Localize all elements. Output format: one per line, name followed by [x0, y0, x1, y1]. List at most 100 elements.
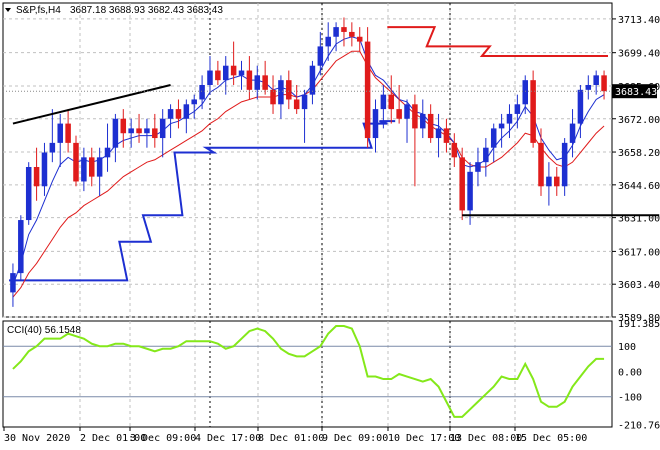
candle-bull [569, 123, 576, 143]
candle-bear [459, 157, 465, 211]
candle-bear [230, 65, 237, 76]
candle-bear [136, 128, 142, 134]
chart-ohlc: 3687.18 3688.93 3682.43 3683.43 [70, 5, 223, 16]
candle-bear [451, 142, 458, 158]
cci-tick-label: -100 [618, 393, 642, 404]
candle-bear [152, 128, 158, 139]
price-tick-label: 3672.00 [618, 115, 660, 126]
candle-bull [191, 99, 197, 105]
candle-bull [41, 152, 48, 187]
candle-bull [57, 123, 63, 143]
candle-bear [293, 99, 300, 110]
time-tick-label: 15 Dec 05:00 [515, 433, 587, 444]
candle-bull [317, 46, 324, 66]
candle-bull [380, 94, 387, 110]
ma-fast-line [12, 36, 605, 286]
candle-bear [286, 80, 292, 100]
candle-bear [412, 104, 418, 129]
cci-plot-frame [2, 320, 613, 428]
cci-tick-label: 191.3854 [618, 319, 660, 330]
candle-bull [144, 128, 150, 134]
candle-bull [546, 176, 552, 187]
candle-bear [33, 166, 40, 187]
candle-bull [309, 65, 316, 95]
price-tick-label: 3644.60 [618, 181, 660, 192]
candle-bear [364, 41, 371, 139]
time-tick-label: 9 Dec 09:00 [322, 433, 388, 444]
candle-bull [104, 147, 111, 158]
stop-high-line [387, 26, 608, 58]
candle-bear [349, 31, 355, 37]
price-tick-label: 3699.40 [618, 49, 660, 60]
candle-bull [25, 166, 32, 221]
candle-bull [183, 104, 190, 119]
candle-bear [388, 94, 395, 110]
candle-bear [73, 142, 79, 182]
candle-bull [18, 220, 24, 274]
candle-bull [254, 75, 261, 90]
stop-low-line [9, 120, 396, 282]
candle-bear [120, 118, 127, 134]
candle-bear [356, 36, 363, 42]
cci-tick-label: 0.00 [618, 367, 642, 378]
time-tick-label: 4 Dec 17:00 [195, 433, 261, 444]
candle-bear [262, 75, 268, 90]
candle-bear [530, 80, 536, 143]
time-tick-label: 8 Dec 01:00 [258, 433, 324, 444]
candle-bull [199, 84, 205, 100]
price-tick-label: 3603.40 [618, 280, 660, 291]
candle-bear [246, 70, 253, 90]
candle-bear [554, 176, 560, 187]
candle-bull [506, 113, 513, 124]
price-tick-label: 3658.20 [618, 148, 660, 159]
price-tick-label: 3617.00 [618, 247, 660, 258]
candle-bull [522, 80, 529, 105]
candle-bear [396, 109, 402, 119]
candle-bull [483, 147, 489, 163]
main-plot-frame [2, 2, 613, 318]
candle-bull [301, 94, 308, 110]
candle-bull [561, 142, 568, 187]
candle-bear [215, 70, 221, 81]
candle-bull [490, 128, 497, 148]
candle-bull [222, 65, 229, 81]
ma-slow-line [12, 50, 605, 298]
candle-bull [167, 109, 174, 119]
candle-bear [341, 27, 347, 32]
candle-bull [10, 273, 16, 293]
candle-bull [81, 157, 87, 182]
time-tick-label: 10 Dec 17:00 [388, 433, 460, 444]
candle-bear [601, 75, 607, 92]
price-tick-label: 3631.00 [618, 214, 660, 225]
candle-bear [538, 142, 544, 187]
time-tick-label: 3 Dec 09:00 [130, 433, 196, 444]
candle-bull [404, 104, 410, 119]
candle-bull [96, 157, 103, 177]
candle-bull [420, 113, 426, 129]
candle-bull [207, 70, 213, 85]
price-tick-label: 3713.40 [618, 15, 660, 26]
time-tick-label: 13 Dec 08:00 [450, 433, 522, 444]
chart-symbol: S&P,fs,H4 [16, 5, 61, 16]
candle-bear [88, 157, 95, 177]
candle-bull [159, 118, 166, 139]
time-tick-label: 2 Dec 01:00 [80, 433, 146, 444]
time-tick-label: 30 Nov 2020 [4, 433, 70, 444]
candle-bull [498, 123, 505, 129]
cci-header: CCI(40) 56.1548 [7, 325, 81, 336]
price-tag-bg [612, 84, 657, 99]
candle-bull [467, 171, 473, 211]
candle-bull [333, 27, 339, 37]
cci-tick-label: 100 [618, 342, 636, 353]
candle-bear [427, 113, 434, 139]
candle-bull [112, 118, 119, 148]
price-tick-label: 3589.80 [618, 313, 660, 324]
candle-bear [443, 128, 450, 143]
triangle-down-icon [5, 8, 11, 12]
candle-bull [585, 84, 592, 90]
candle-bull [372, 109, 379, 139]
candle-bear [175, 109, 182, 119]
candle-bull [238, 70, 245, 76]
candle-bull [593, 75, 599, 85]
